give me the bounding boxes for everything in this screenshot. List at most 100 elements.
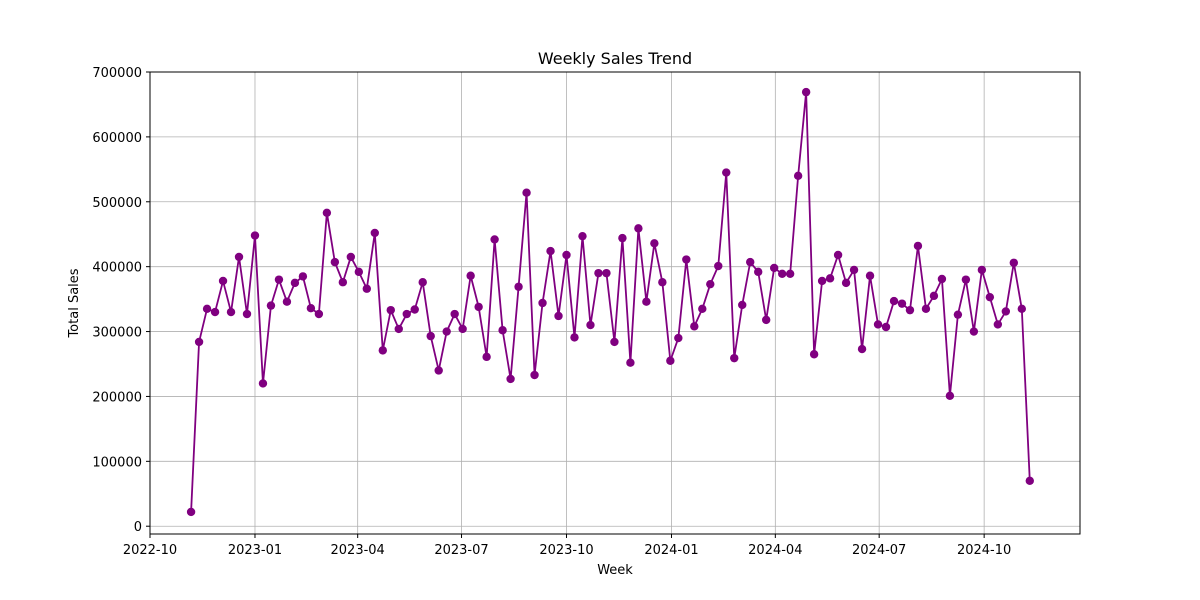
data-point — [290, 278, 300, 288]
data-point — [825, 274, 835, 283]
chart-title: Weekly Sales Trend — [538, 49, 692, 68]
data-point — [378, 346, 387, 355]
data-point — [346, 252, 356, 262]
x-tick-label: 2024-01 — [644, 543, 698, 558]
data-point — [977, 265, 987, 275]
data-point — [418, 278, 427, 287]
data-point — [402, 309, 411, 319]
data-series — [186, 87, 1034, 517]
data-point — [1025, 476, 1034, 485]
data-point — [913, 241, 923, 251]
y-tick-label: 400000 — [92, 261, 142, 276]
data-point — [562, 250, 571, 260]
data-point — [514, 282, 523, 291]
plot-frame — [149, 71, 1081, 535]
y-tick-label: 500000 — [92, 196, 142, 211]
data-point — [905, 305, 915, 315]
data-point — [370, 228, 379, 238]
data-point — [634, 224, 643, 233]
data-point — [546, 246, 555, 256]
data-point — [746, 257, 755, 267]
x-tick-label: 2024-10 — [957, 543, 1011, 558]
data-point — [857, 344, 867, 354]
y-tick-label: 300000 — [92, 326, 142, 341]
data-point — [785, 269, 795, 279]
data-point — [650, 239, 659, 248]
data-point — [314, 309, 324, 319]
data-point — [226, 307, 236, 317]
data-point — [210, 307, 220, 317]
data-point — [849, 265, 859, 275]
data-point — [626, 358, 635, 367]
data-point — [761, 315, 771, 325]
x-tick-label: 2023-10 — [539, 543, 593, 558]
data-point — [538, 298, 547, 308]
data-point — [394, 324, 403, 334]
data-point — [282, 297, 292, 306]
data-point — [769, 263, 779, 273]
sales-line — [190, 91, 1031, 512]
data-point — [450, 309, 459, 319]
data-point — [586, 320, 595, 330]
data-point — [714, 261, 723, 271]
data-point — [1017, 304, 1027, 314]
data-point — [202, 304, 212, 314]
data-point — [442, 327, 451, 336]
data-point — [578, 231, 587, 241]
data-point — [809, 350, 819, 359]
data-point — [993, 320, 1003, 329]
data-point — [330, 257, 340, 267]
data-point — [306, 303, 316, 313]
data-point — [386, 305, 395, 315]
data-point — [666, 356, 675, 365]
data-point — [242, 309, 252, 319]
data-point — [945, 391, 955, 400]
data-point — [865, 271, 875, 280]
x-tick-label: 2023-07 — [434, 543, 488, 558]
data-point — [674, 333, 683, 343]
data-point — [618, 233, 627, 243]
data-point — [434, 366, 443, 375]
data-point — [841, 278, 851, 288]
data-point — [793, 171, 803, 181]
data-point — [1001, 307, 1011, 316]
data-point — [801, 87, 811, 97]
data-point — [530, 370, 539, 380]
data-point — [658, 278, 667, 287]
data-point — [610, 337, 619, 347]
data-point — [554, 311, 563, 321]
x-tick-label: 2023-01 — [228, 543, 282, 558]
data-point — [817, 276, 827, 286]
data-point — [466, 271, 475, 280]
data-point — [194, 337, 204, 347]
x-axis-ticks: 2022-10 2023-01 2023-04 2023-07 2023-10 2024-… — [123, 534, 1011, 558]
data-point — [474, 302, 483, 312]
data-point — [897, 299, 907, 308]
data-point — [889, 296, 899, 306]
data-point — [234, 252, 244, 262]
data-point — [298, 272, 308, 281]
data-point — [777, 269, 787, 279]
data-point — [274, 275, 284, 284]
y-axis-label: Total Sales — [67, 268, 82, 338]
data-point — [833, 250, 843, 260]
data-point — [522, 188, 531, 197]
x-tick-label: 2024-07 — [852, 543, 906, 558]
data-point — [258, 379, 268, 388]
data-point — [482, 352, 491, 362]
data-point — [722, 168, 731, 177]
data-point — [570, 333, 579, 342]
data-point — [266, 301, 276, 310]
data-point — [738, 300, 747, 310]
data-point — [410, 305, 419, 314]
data-point — [1009, 258, 1019, 267]
grid-lines — [149, 71, 1080, 534]
y-axis-ticks: 0 100000 200000 300000 400000 500000 600000 700… — [92, 66, 150, 535]
data-point — [426, 331, 435, 341]
data-point — [969, 327, 979, 336]
data-point — [953, 310, 963, 319]
data-point — [506, 374, 515, 384]
data-point — [362, 284, 372, 293]
